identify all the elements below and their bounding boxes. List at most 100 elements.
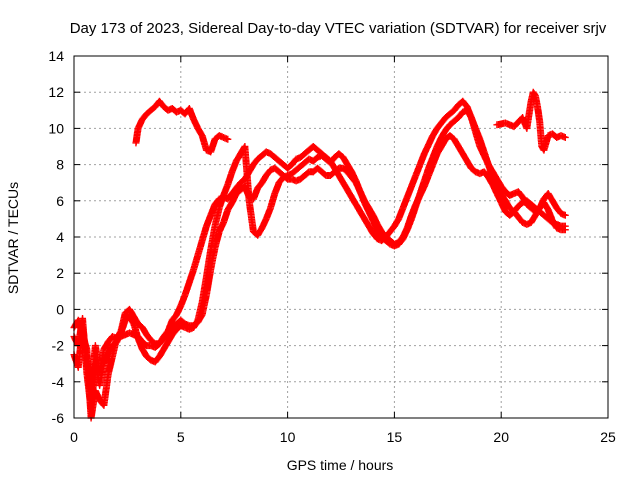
trace-markers xyxy=(250,156,261,167)
trace-markers xyxy=(276,169,286,179)
trace-markers xyxy=(195,126,205,138)
trace-markers xyxy=(285,162,295,171)
trace-markers xyxy=(387,223,397,234)
trace-markers xyxy=(524,219,534,228)
trace-markers xyxy=(238,176,248,186)
trace-markers xyxy=(456,98,466,108)
trace-markers xyxy=(302,156,312,166)
trace-markers xyxy=(183,324,192,333)
series-band-3 xyxy=(70,97,569,422)
trace-markers xyxy=(507,190,517,199)
trace-markers xyxy=(298,172,308,182)
y-tick-label: 0 xyxy=(56,301,64,317)
trace-markers xyxy=(156,334,167,347)
trace-markers xyxy=(443,111,453,121)
trace-markers xyxy=(503,189,513,198)
trace-markers xyxy=(161,104,171,113)
y-tick-label: 10 xyxy=(48,120,64,136)
trace-markers xyxy=(268,165,277,173)
trace-markers xyxy=(131,331,141,340)
trace-markers xyxy=(264,149,273,157)
trace-markers xyxy=(310,143,320,153)
trace-markers xyxy=(272,154,282,164)
trace-markers xyxy=(315,147,325,157)
trace-markers xyxy=(255,153,265,162)
x-tick-label: 25 xyxy=(600,429,616,445)
x-tick-label: 5 xyxy=(177,429,185,445)
trace-markers xyxy=(485,175,496,187)
trace-markers xyxy=(174,107,183,115)
trace-markers xyxy=(383,238,393,247)
trace-markers xyxy=(109,336,120,359)
trace-markers xyxy=(139,346,150,359)
trace-markers xyxy=(554,205,564,216)
trace-markers xyxy=(473,168,482,177)
trace-markers xyxy=(259,173,269,185)
trace-markers xyxy=(144,107,154,117)
trace-markers xyxy=(156,346,167,359)
trace-markers xyxy=(263,167,274,178)
trace-markers xyxy=(302,147,312,157)
trace-markers xyxy=(285,170,294,179)
trace-markers xyxy=(468,165,478,175)
trace-markers xyxy=(169,105,179,115)
trace-markers xyxy=(443,122,453,133)
trace-markers xyxy=(100,372,112,408)
trace-markers xyxy=(319,151,329,160)
trace-markers xyxy=(546,130,555,139)
x-tick-label: 20 xyxy=(493,429,509,445)
trace-markers xyxy=(152,354,163,365)
trace-markers xyxy=(489,169,500,182)
trace-markers xyxy=(289,156,299,167)
data-point xyxy=(224,135,232,143)
trace-markers xyxy=(212,133,222,142)
trace-markers xyxy=(126,307,137,319)
trace-markers xyxy=(507,209,517,218)
trace-markers xyxy=(392,241,401,249)
trace-markers xyxy=(455,109,466,120)
x-axis-label: GPS time / hours xyxy=(287,457,394,473)
x-tick-label: 0 xyxy=(70,429,78,445)
trace-markers xyxy=(233,187,243,197)
trace-markers xyxy=(165,105,175,114)
trace-markers xyxy=(315,152,324,161)
trace-markers xyxy=(187,324,196,333)
trace-markers xyxy=(524,201,534,211)
trace-markers xyxy=(534,104,543,124)
y-tick-label: 6 xyxy=(56,193,64,209)
trace-markers xyxy=(511,188,521,197)
trace-markers xyxy=(460,151,470,164)
trace-markers xyxy=(550,131,560,140)
trace-markers xyxy=(217,194,226,202)
trace-markers xyxy=(212,196,222,207)
trace-markers xyxy=(148,337,158,347)
trace-markers xyxy=(507,205,517,215)
trace-markers xyxy=(174,317,184,327)
data-point xyxy=(561,226,569,234)
trace-markers xyxy=(255,180,265,191)
series-layer xyxy=(70,88,569,422)
trace-markers xyxy=(370,231,380,242)
trace-markers xyxy=(135,321,145,331)
x-tick-label: 15 xyxy=(387,429,403,445)
trace-markers xyxy=(281,172,290,181)
trace-markers xyxy=(340,180,351,193)
trace-markers xyxy=(245,198,257,234)
trace-markers xyxy=(139,325,150,337)
trace-markers xyxy=(515,189,526,200)
trace-markers xyxy=(447,118,457,128)
trace-markers xyxy=(169,312,180,323)
trace-markers xyxy=(554,132,564,141)
trace-markers xyxy=(183,321,192,329)
trace-markers xyxy=(178,107,188,117)
trace-markers xyxy=(366,223,376,236)
trace-markers xyxy=(336,151,346,160)
trace-markers xyxy=(294,154,303,163)
trace-markers xyxy=(310,154,320,164)
trace-markers xyxy=(336,173,346,185)
axis-ticks: 0 5 10 15 20 25 -6 -4 -2 0 2 4 6 8 10 12 14 xyxy=(48,48,616,445)
trace-markers xyxy=(515,200,525,209)
trace-markers xyxy=(174,323,184,332)
trace-markers xyxy=(520,219,529,228)
trace-markers xyxy=(502,198,513,211)
